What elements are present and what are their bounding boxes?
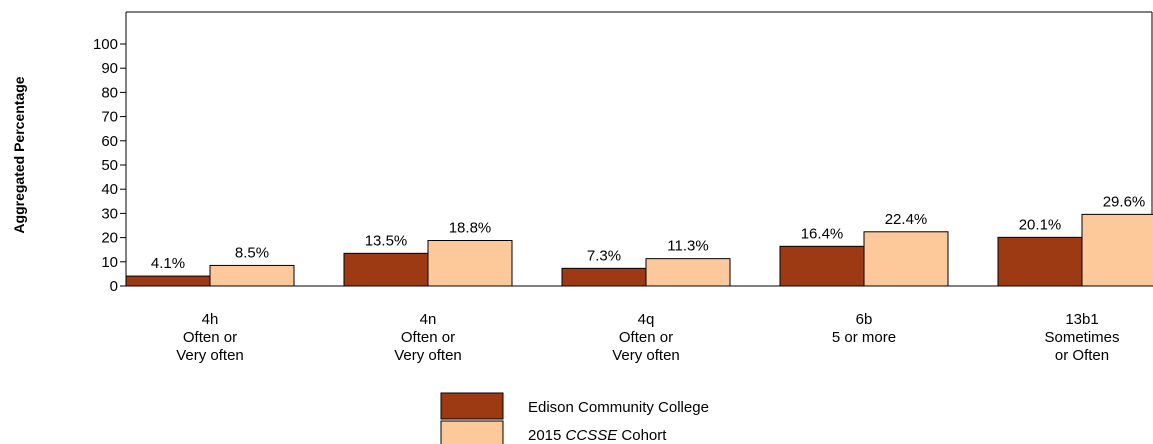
y-tick-label: 10 [101,254,118,271]
y-tick-label: 40 [101,181,118,198]
legend-label: Edison Community College [528,399,709,416]
category-label: 6b [856,311,873,328]
y-tick-label: 80 [101,84,118,101]
legend-label-part: Cohort [617,427,667,444]
category-label: 4n [420,311,437,328]
category-label: Often or [183,329,237,346]
category-label: Very often [612,347,680,364]
bar-cohort [645,258,731,287]
axes: 0 10 20 30 40 50 60 70 80 90 100 [93,11,1153,295]
category-label: 4h [202,311,219,328]
category-label: or Often [1055,347,1109,364]
legend: Edison Community College 2015 CCSSE Cohor… [440,392,709,444]
y-tick-label: 30 [101,205,118,222]
value-label: 8.5% [235,244,269,261]
bar-cohort [863,231,949,287]
bar-college [997,236,1083,287]
legend-swatch [440,420,504,444]
value-label: 20.1% [1019,216,1062,233]
category-label: Often or [401,329,455,346]
category-label: Often or [619,329,673,346]
y-tick-label: 100 [93,36,118,53]
bar-cohort [427,240,513,287]
bar-college [343,252,429,287]
category-label: 4q [638,311,655,328]
bars [125,213,1153,287]
y-tick-label: 60 [101,133,118,150]
bar-college [561,267,647,287]
y-tick-label: 90 [101,60,118,77]
value-label: 13.5% [365,232,408,249]
value-labels: 4.1% 8.5% 13.5% 18.8% 7.3% 11.3% 16.4% 22.4% 20.… [151,193,1145,272]
y-tick-label: 70 [101,109,118,126]
value-label: 18.8% [449,220,492,237]
legend-swatch [440,392,504,420]
y-tick-label: 20 [101,230,118,247]
value-label: 16.4% [801,225,844,242]
category-label: Sometimes [1044,329,1119,346]
value-label: 7.3% [587,247,621,264]
value-label: 4.1% [151,255,185,272]
bar-cohort [209,264,295,287]
legend-label-part: 2015 [528,427,566,444]
bar-college [779,245,865,287]
category-label: 13b1 [1065,311,1098,328]
y-axis-label: Aggregated Percentage [11,76,27,233]
y-tick-label: 0 [110,278,118,295]
category-label: Very often [394,347,462,364]
bar-cohort [1081,213,1153,287]
category-label: Very often [176,347,244,364]
category-label: 5 or more [832,329,896,346]
value-label: 22.4% [885,211,928,228]
y-tick-label: 50 [101,157,118,174]
value-label: 29.6% [1103,193,1146,210]
bar-college [125,275,211,287]
legend-label-part: CCSSE [566,427,619,444]
legend-label: 2015 CCSSE Cohort [528,427,667,444]
value-label: 11.3% [667,238,708,255]
